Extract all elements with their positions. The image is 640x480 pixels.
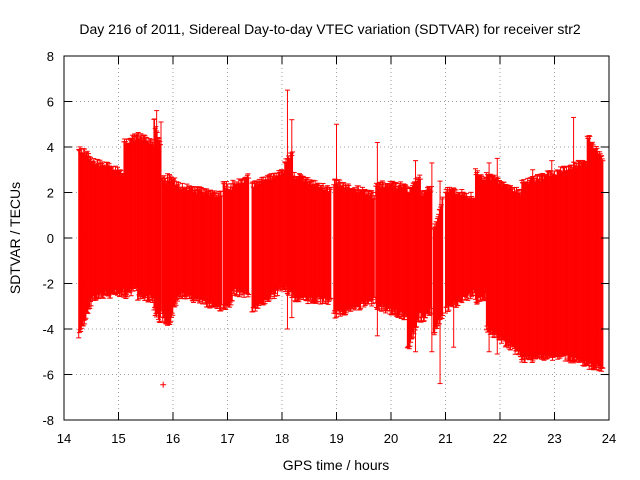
data-series <box>76 89 606 388</box>
x-axis: 14 15 16 17 18 19 20 21 22 23 24 <box>57 56 616 446</box>
x-tick-label: 17 <box>220 431 234 446</box>
y-tick-label: 8 <box>47 49 54 64</box>
chart-title: Day 216 of 2011, Sidereal Day-to-day VTE… <box>79 21 581 37</box>
y-tick-label: 4 <box>47 140 54 155</box>
x-tick-label: 21 <box>438 431 452 446</box>
y-tick-label: -4 <box>42 322 54 337</box>
y-axis: -8 -6 -4 -2 0 2 4 6 8 <box>42 49 609 428</box>
x-tick-label: 16 <box>166 431 180 446</box>
x-tick-label: 14 <box>57 431 71 446</box>
y-tick-label: -6 <box>42 368 54 383</box>
y-tick-label: 6 <box>47 95 54 110</box>
x-tick-label: 18 <box>275 431 289 446</box>
x-tick-label: 19 <box>329 431 343 446</box>
y-axis-label: SDTVAR / TECUs <box>7 182 23 294</box>
x-tick-label: 15 <box>111 431 125 446</box>
x-axis-label: GPS time / hours <box>283 457 390 473</box>
y-tick-label: -2 <box>42 277 54 292</box>
y-tick-label: 2 <box>47 186 54 201</box>
y-tick-label: -8 <box>42 413 54 428</box>
x-tick-label: 22 <box>493 431 507 446</box>
y-tick-label: 0 <box>47 231 54 246</box>
x-tick-label: 23 <box>547 431 561 446</box>
x-tick-label: 20 <box>384 431 398 446</box>
x-tick-label: 24 <box>602 431 616 446</box>
